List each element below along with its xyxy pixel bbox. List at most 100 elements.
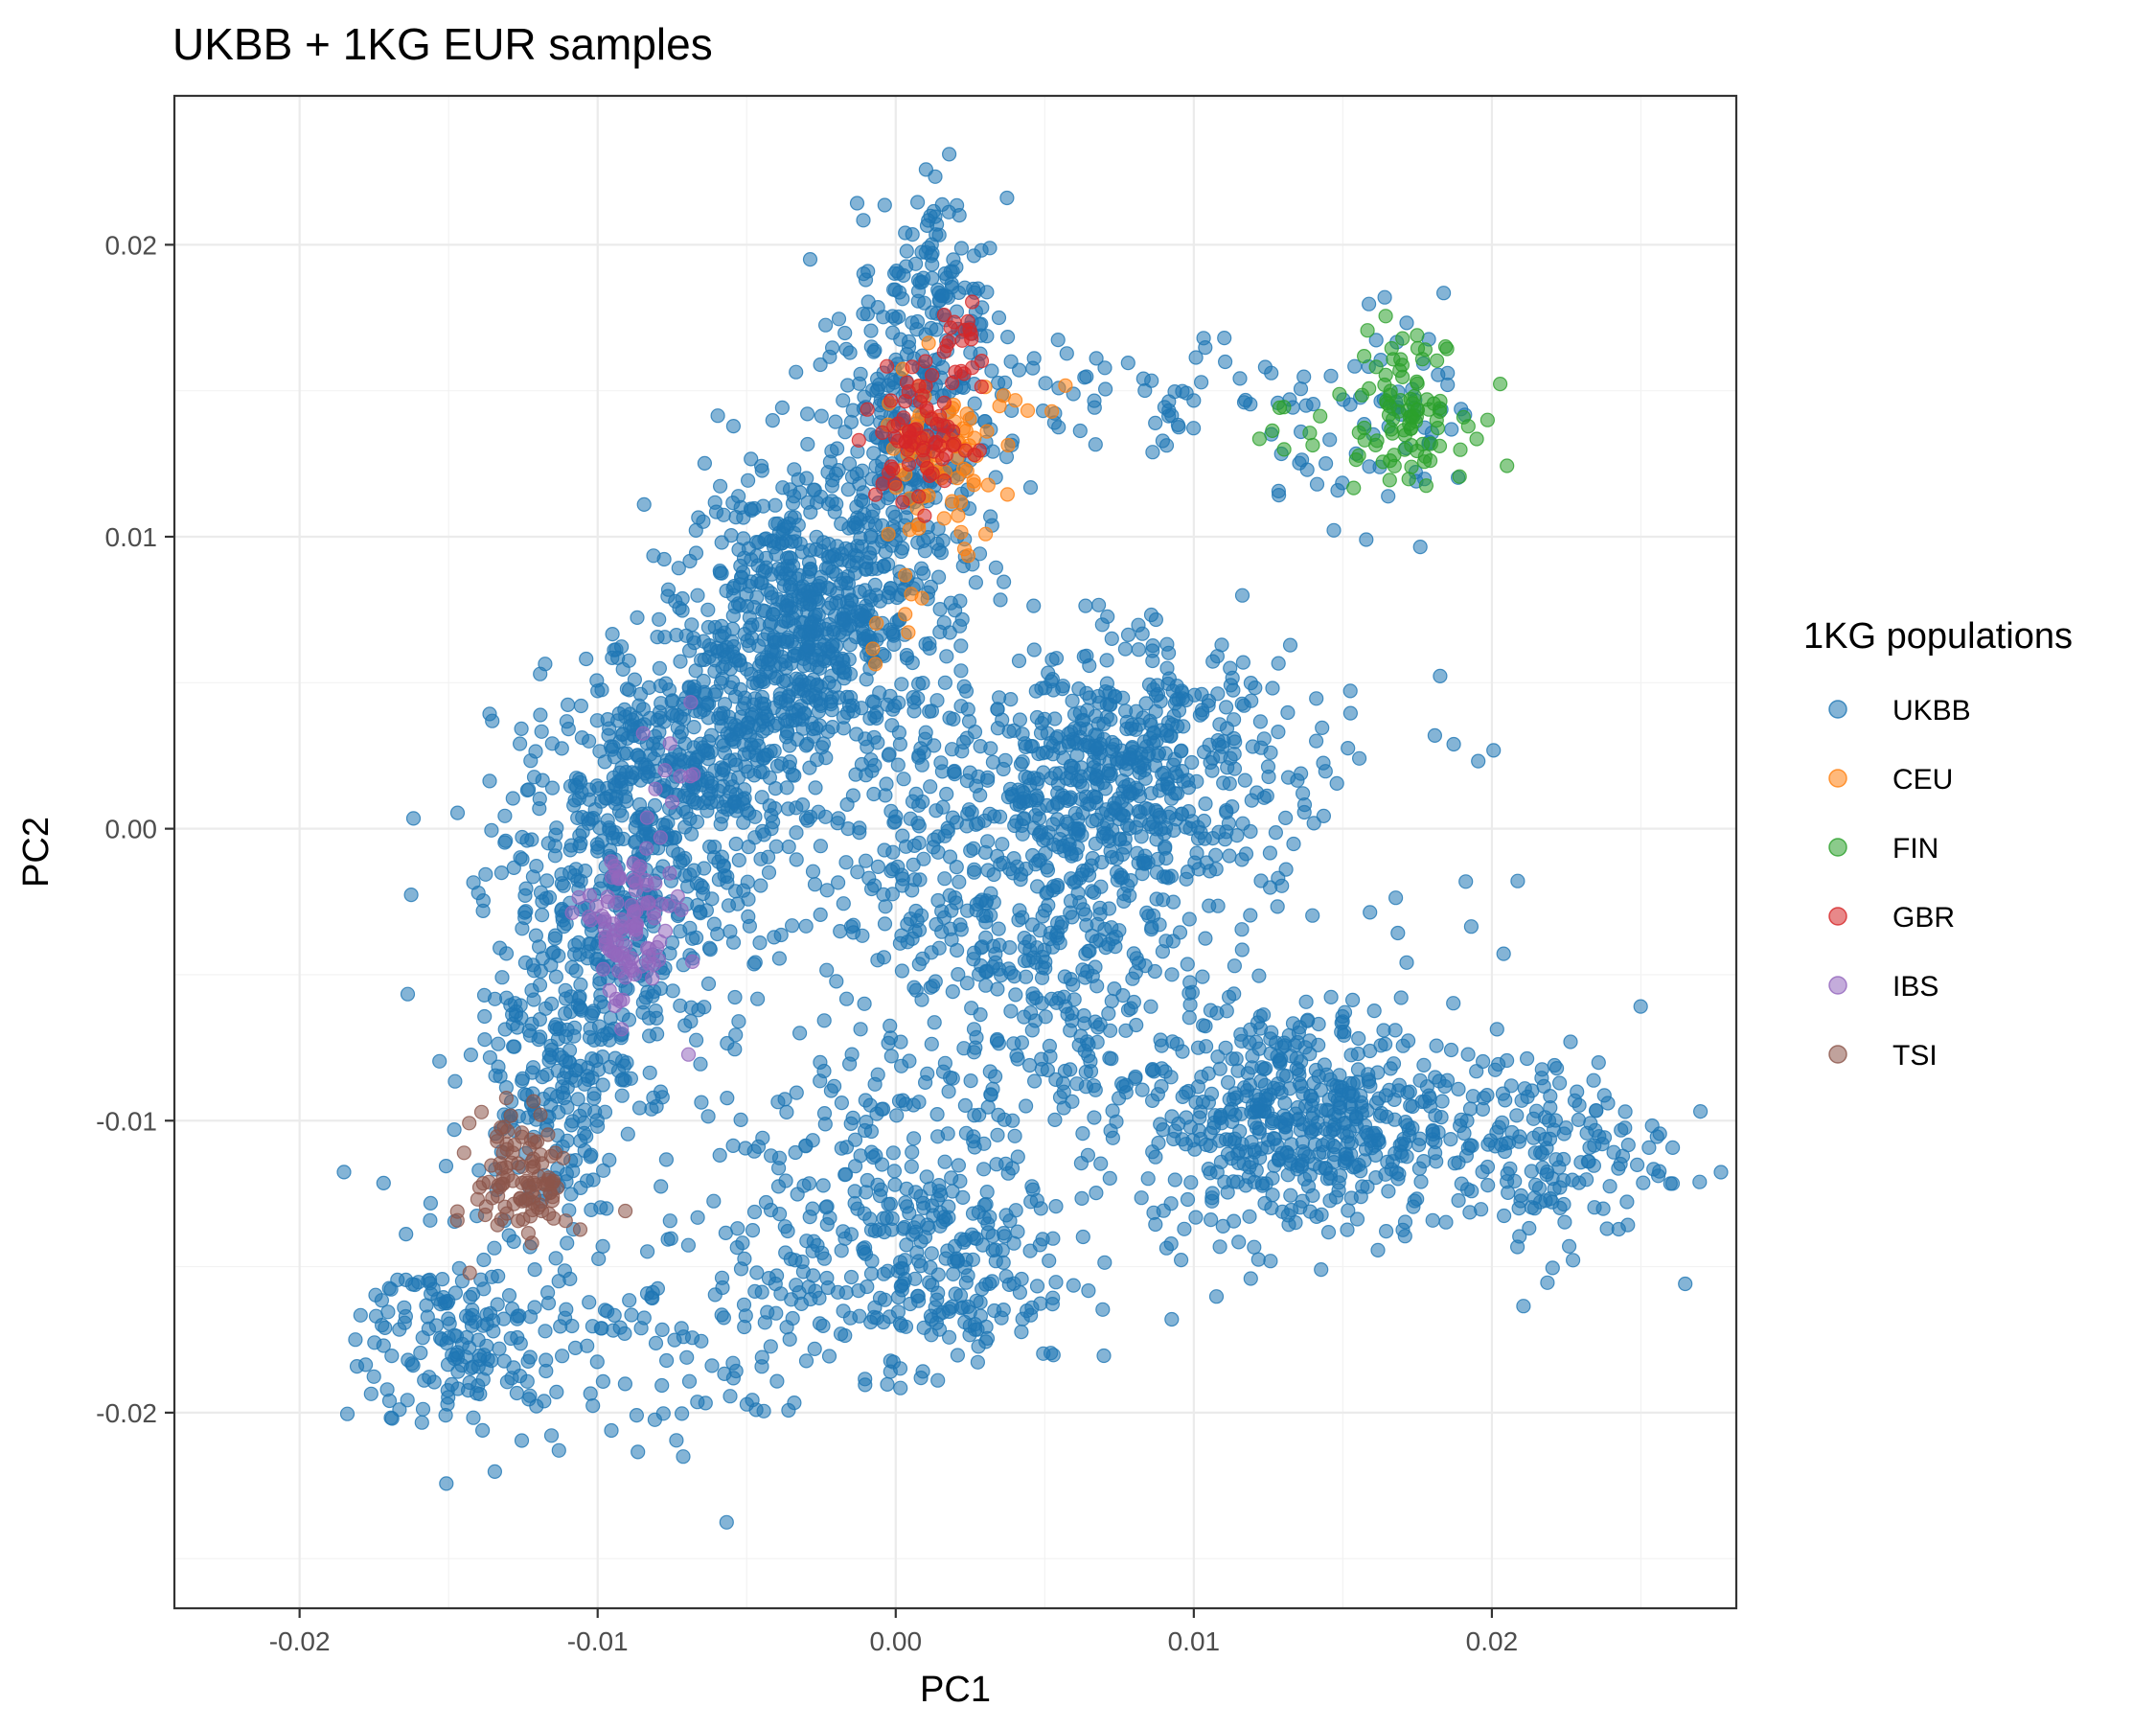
point-ukbb <box>1428 728 1441 742</box>
point-ukbb <box>772 1180 786 1193</box>
point-gbr <box>852 433 865 447</box>
point-ukbb <box>950 861 963 874</box>
point-fin <box>1396 370 1410 383</box>
point-ukbb <box>603 1153 616 1166</box>
point-fin <box>1427 397 1440 410</box>
point-ukbb <box>909 905 923 918</box>
point-ukbb <box>906 316 919 330</box>
point-ukbb <box>660 1354 674 1368</box>
point-ukbb <box>881 1377 894 1391</box>
point-ukbb <box>1051 334 1065 347</box>
point-ukbb <box>801 438 814 451</box>
point-ukbb <box>905 1160 918 1173</box>
point-ukbb <box>1312 1018 1325 1031</box>
point-fin <box>1347 481 1361 495</box>
point-ukbb <box>877 1102 890 1116</box>
point-ukbb <box>683 1374 697 1388</box>
point-ukbb <box>1353 751 1366 765</box>
point-ukbb <box>978 1198 992 1211</box>
point-ukbb <box>556 1349 569 1363</box>
point-ukbb <box>1618 1105 1632 1119</box>
point-ukbb <box>637 497 651 511</box>
point-ukbb <box>464 1049 477 1062</box>
point-ukbb <box>1035 727 1048 740</box>
point-ukbb <box>1140 740 1154 753</box>
point-gbr <box>933 439 947 452</box>
point-ukbb <box>552 1443 565 1457</box>
point-fin <box>1411 329 1424 342</box>
point-ukbb <box>702 977 716 990</box>
point-ukbb <box>463 1341 476 1354</box>
point-ukbb <box>1218 332 1231 345</box>
point-ukbb <box>890 1109 904 1122</box>
point-ukbb <box>571 873 585 887</box>
point-fin <box>1303 427 1317 440</box>
point-ukbb <box>642 1011 655 1025</box>
point-ukbb <box>1323 1194 1337 1208</box>
point-ukbb <box>826 341 839 355</box>
point-ukbb <box>1314 1161 1327 1174</box>
point-ukbb <box>1371 1243 1385 1257</box>
point-ukbb <box>685 618 699 632</box>
point-ukbb <box>966 1253 979 1266</box>
point-ukbb <box>659 677 673 690</box>
point-ukbb <box>606 628 619 641</box>
point-ukbb <box>542 1297 556 1310</box>
point-ukbb <box>754 879 768 892</box>
point-ukbb <box>1076 1127 1089 1141</box>
point-ukbb <box>563 1272 577 1285</box>
point-ukbb <box>1044 1347 1058 1360</box>
point-fin <box>1273 401 1286 414</box>
point-ukbb <box>748 1284 762 1298</box>
point-ukbb <box>888 815 902 828</box>
point-ukbb <box>873 686 886 700</box>
point-ibs <box>658 924 672 937</box>
point-ukbb <box>812 609 825 622</box>
point-ceu <box>902 626 915 639</box>
point-ukbb <box>1315 1263 1328 1277</box>
point-ukbb <box>753 936 767 950</box>
point-ukbb <box>1193 1111 1206 1124</box>
point-ukbb <box>1089 960 1102 974</box>
point-ukbb <box>1199 797 1212 811</box>
point-ibs <box>615 1023 629 1036</box>
point-ukbb <box>1039 1010 1052 1024</box>
point-ukbb <box>1024 1006 1038 1020</box>
point-ukbb <box>675 726 688 739</box>
point-ukbb <box>1380 1225 1393 1238</box>
point-ukbb <box>1162 646 1176 659</box>
point-ukbb <box>665 706 678 720</box>
point-ukbb <box>796 588 810 602</box>
point-ukbb <box>947 712 960 726</box>
point-ukbb <box>661 1233 675 1246</box>
point-ukbb <box>606 826 619 840</box>
point-ukbb <box>1558 1215 1571 1229</box>
point-ukbb <box>768 498 782 512</box>
point-ukbb <box>826 550 839 564</box>
point-ukbb <box>1144 718 1158 731</box>
point-ukbb <box>544 1050 558 1064</box>
point-ukbb <box>865 1267 879 1280</box>
point-ukbb <box>1180 386 1193 400</box>
point-ukbb <box>747 601 761 614</box>
point-ukbb <box>1192 832 1205 845</box>
point-ukbb <box>952 1159 965 1172</box>
point-ukbb <box>467 876 480 889</box>
point-ukbb <box>766 590 779 604</box>
point-ukbb <box>900 1182 913 1195</box>
point-ukbb <box>803 563 816 576</box>
point-ukbb <box>1398 1230 1411 1243</box>
point-ukbb <box>914 1259 928 1273</box>
point-ukbb <box>493 1342 506 1355</box>
point-ukbb <box>989 956 1002 969</box>
point-ukbb <box>1244 1272 1257 1285</box>
point-ukbb <box>561 1024 574 1037</box>
point-ukbb <box>1392 1167 1406 1181</box>
point-ukbb <box>1147 682 1160 696</box>
point-gbr <box>975 381 988 394</box>
point-ukbb <box>893 286 906 299</box>
point-ukbb <box>715 850 728 864</box>
point-ukbb <box>1343 684 1357 698</box>
point-ukbb <box>1461 1048 1475 1061</box>
point-ukbb <box>1013 655 1026 668</box>
